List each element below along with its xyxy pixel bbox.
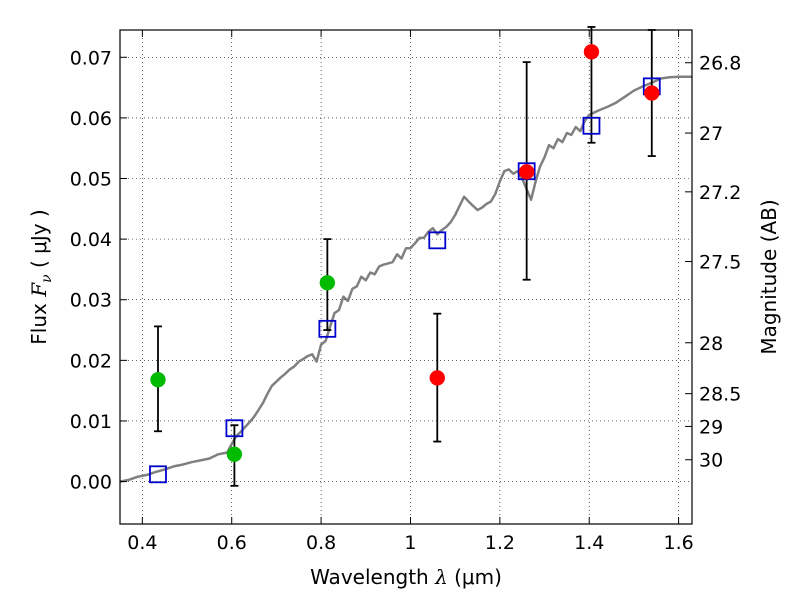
observed-point-green — [319, 275, 336, 291]
model-photometry-square — [318, 319, 337, 338]
right-tick-label: 28 — [699, 333, 723, 355]
axis-ticks — [120, 30, 692, 524]
right-tick-label: 28.5 — [699, 384, 741, 406]
y-tick-label: 0.04 — [70, 229, 112, 251]
x-tick-label: 1.4 — [574, 532, 604, 554]
axis-tick-labels: 0.4 0.6 0.8 1 1.2 1.4 1.6 0.00 0.01 0.02 0.03 0.04 0… — [70, 47, 742, 554]
model-photometry-square — [428, 231, 447, 250]
observed-point-red — [644, 85, 660, 101]
observed-point-red — [429, 370, 446, 386]
right-tick-label: 27.2 — [699, 182, 741, 204]
x-tick-label: 0.6 — [217, 532, 247, 554]
y-axis-label: Flux Fν ( μJy ) — [27, 209, 55, 344]
y-tick-label: 0.02 — [70, 350, 112, 372]
observed-point-red — [518, 164, 535, 180]
y-tick-label: 0.03 — [70, 290, 112, 312]
y-tick-label: 0.05 — [70, 169, 112, 191]
right-tick-label: 26.8 — [699, 53, 741, 75]
x-axis-label: Wavelength λ (μm) — [310, 565, 502, 589]
right-tick-label: 29 — [699, 416, 723, 438]
model-photometry-markers — [149, 77, 661, 484]
right-axis-label: Magnitude (AB) — [757, 199, 781, 354]
x-tick-label: 1 — [404, 532, 416, 554]
right-tick-label: 27.5 — [699, 252, 741, 274]
observed-point-red — [583, 44, 600, 60]
y-tick-label: 0.00 — [70, 472, 112, 494]
model-sed-line — [119, 75, 692, 483]
observed-point-green — [150, 371, 166, 388]
model-sed — [119, 75, 692, 483]
x-tick-label: 1.6 — [663, 532, 693, 554]
x-tick-label: 0.4 — [127, 532, 157, 554]
y-tick-label: 0.01 — [70, 411, 112, 433]
model-photometry-square — [149, 465, 167, 484]
x-tick-label: 0.8 — [306, 532, 336, 554]
y-tick-label: 0.06 — [70, 108, 112, 130]
observed-point-green — [226, 446, 243, 463]
right-tick-label: 27 — [699, 123, 723, 145]
y-tick-label: 0.07 — [70, 47, 112, 69]
observed-photometry-markers — [150, 44, 660, 463]
plot-frame — [119, 29, 693, 525]
right-tick-label: 30 — [699, 450, 723, 472]
model-photometry-square — [582, 116, 601, 135]
model-photometry-square — [225, 419, 244, 438]
x-tick-label: 1.2 — [485, 532, 515, 554]
